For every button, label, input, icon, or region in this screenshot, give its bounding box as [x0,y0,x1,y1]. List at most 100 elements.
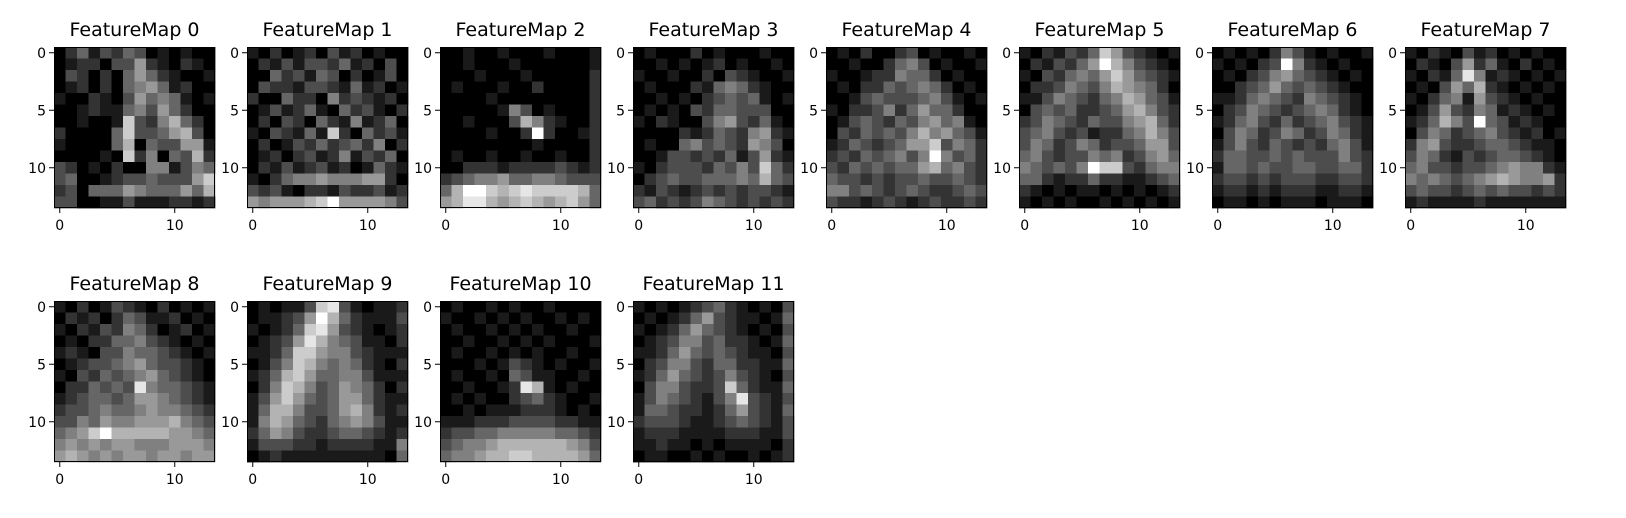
heatmap-cell [192,185,204,197]
heatmap-cell [644,150,657,163]
heatmap-cell [1497,70,1509,82]
heatmap-cell [497,335,510,348]
heatmap-cell [1428,104,1440,117]
heatmap-cell [1428,47,1440,59]
heatmap-cell [474,370,487,382]
heatmap-cell [702,450,714,463]
heatmap-cell [1304,58,1316,71]
heatmap-cell [327,312,340,325]
heatmap-cell [111,162,124,174]
heatmap-cell [463,173,475,186]
heatmap-cell [566,70,579,82]
heatmap-cell [656,347,668,359]
heatmap-cell [157,381,170,394]
heatmap-cell [362,324,374,336]
heatmap-cell [350,58,363,71]
y-tick-label: 10 [607,161,625,177]
heatmap-cell [463,404,475,417]
axes-frame [1019,47,1180,208]
heatmap-cell [270,58,282,71]
heatmap-cell [644,70,657,82]
heatmap-cell [65,381,78,394]
heatmap-cell [1212,162,1224,174]
heatmap-cell [895,127,907,140]
heatmap-cell [702,162,714,174]
heatmap-cell [667,347,680,359]
heatmap-cell [270,196,282,209]
heatmap-cell [1258,104,1270,117]
heatmap-cell [316,116,328,128]
heatmap-cell [895,162,907,174]
heatmap-cell [1269,185,1282,197]
heatmap-cell [169,312,181,325]
heatmap-cell [100,173,112,186]
heatmap-cell [440,358,452,371]
heatmap-cell [134,393,147,405]
heatmap-cell [100,358,112,371]
heatmap-cell [543,427,556,440]
heatmap-cell [440,324,452,336]
heatmap-cell [872,185,884,197]
heatmap-cell [748,58,760,71]
heatmap-cell [690,127,703,140]
heatmap-cell [373,173,386,186]
heatmap-cell [736,150,749,163]
heatmap-cell [1338,150,1351,163]
heatmap-cell [1327,162,1339,174]
heatmap-cell [474,312,487,325]
heatmap-cell [566,162,579,174]
heatmap-cell [1076,70,1089,82]
heatmap-cell [782,358,795,371]
heatmap-cell [1088,196,1100,209]
heatmap-cell [385,439,397,451]
heatmap-cell [146,381,158,394]
heatmap-cell [1304,116,1316,128]
heatmap-cell [1508,127,1521,140]
heatmap-cell [203,312,216,325]
heatmap-cell [1462,162,1475,174]
heatmap-cell [1338,139,1351,151]
heatmap-cell [192,427,204,440]
heatmap-cell [895,150,907,163]
heatmap-cell [1485,116,1498,128]
heatmap-cell [247,312,259,325]
heatmap-cell [782,324,795,336]
heatmap-cell [100,335,112,348]
heatmap-cell [123,381,135,394]
y-tick-label: 10 [221,161,239,177]
heatmap-cell [589,139,602,151]
heatmap-cell [1065,70,1077,82]
heatmap-cell [1531,104,1544,117]
heatmap-cell [1462,196,1475,209]
heatmap-cell [918,93,930,105]
y-tick-label: 10 [1186,161,1204,177]
heatmap-cell [509,439,521,451]
heatmap-cell [1111,70,1123,82]
heatmap-cell [1350,185,1362,197]
heatmap-cell [385,139,397,151]
heatmap-cell [906,47,919,59]
heatmap-cell [1531,162,1544,174]
heatmap-cell [192,47,204,59]
heatmap-cell [327,450,340,463]
heatmap-cell [1451,196,1463,209]
heatmap-cell [497,312,510,325]
heatmap-cell [1269,58,1282,71]
heatmap-cell [304,347,317,359]
heatmap-cell [463,301,475,313]
heatmap-cell [1554,139,1567,151]
heatmap-cell [509,150,521,163]
heatmap-cell [65,173,78,186]
heatmap-cell [192,416,204,428]
heatmap-cell [180,439,193,451]
heatmap-cell [1246,139,1259,151]
heatmap-cell [100,127,112,140]
heatmap-cell [247,81,259,94]
heatmap-cell [440,196,452,209]
heatmap-cell [134,312,147,325]
heatmap-cell [849,104,861,117]
heatmap-cell [771,58,783,71]
heatmap-cell [100,450,112,463]
heatmap-cell [396,324,409,336]
heatmap-cell [532,335,544,348]
